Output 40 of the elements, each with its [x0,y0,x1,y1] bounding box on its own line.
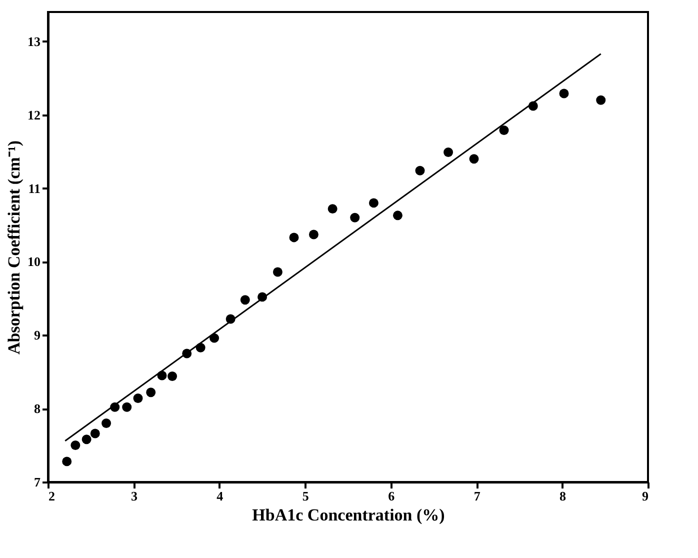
point [596,95,606,105]
y-tick-label: 8 [34,401,41,416]
point [62,456,72,466]
y-tick-label: 7 [34,474,41,490]
x-axis-title: HbA1c Concentration (%) [252,506,445,524]
point [122,402,132,412]
point [289,232,299,242]
x-tick-label: 5 [302,488,310,504]
point [469,154,479,164]
point [350,212,360,222]
point [146,388,156,398]
x-tick-label: 7 [474,488,481,504]
point [90,428,100,438]
point [272,267,282,277]
point [415,166,425,176]
point [168,372,178,381]
y-tick-label: 12 [28,107,40,122]
point [240,295,250,305]
point [82,434,92,444]
x-tick-label: 6 [388,488,396,504]
y-tick-label: 9 [34,328,41,343]
point [308,230,318,240]
x-tick-label: 2 [48,488,55,504]
x-tick-label: 3 [130,488,138,504]
y-tick-label: 10 [28,254,40,270]
y-tick-label: 11 [28,180,40,196]
point [499,126,509,135]
x-tick-label: 4 [216,488,224,504]
point [328,204,338,214]
y-axis-title: Absorption Coefficient (cm⁻¹) [4,140,24,355]
point [102,418,112,428]
point [392,210,402,220]
point [559,88,569,98]
point [368,198,378,208]
x-tick-label: 8 [560,488,567,504]
point [444,148,454,157]
point [70,440,80,450]
y-tick-label: 13 [28,34,41,49]
point [133,394,143,404]
x-tick-label: 9 [642,488,649,504]
